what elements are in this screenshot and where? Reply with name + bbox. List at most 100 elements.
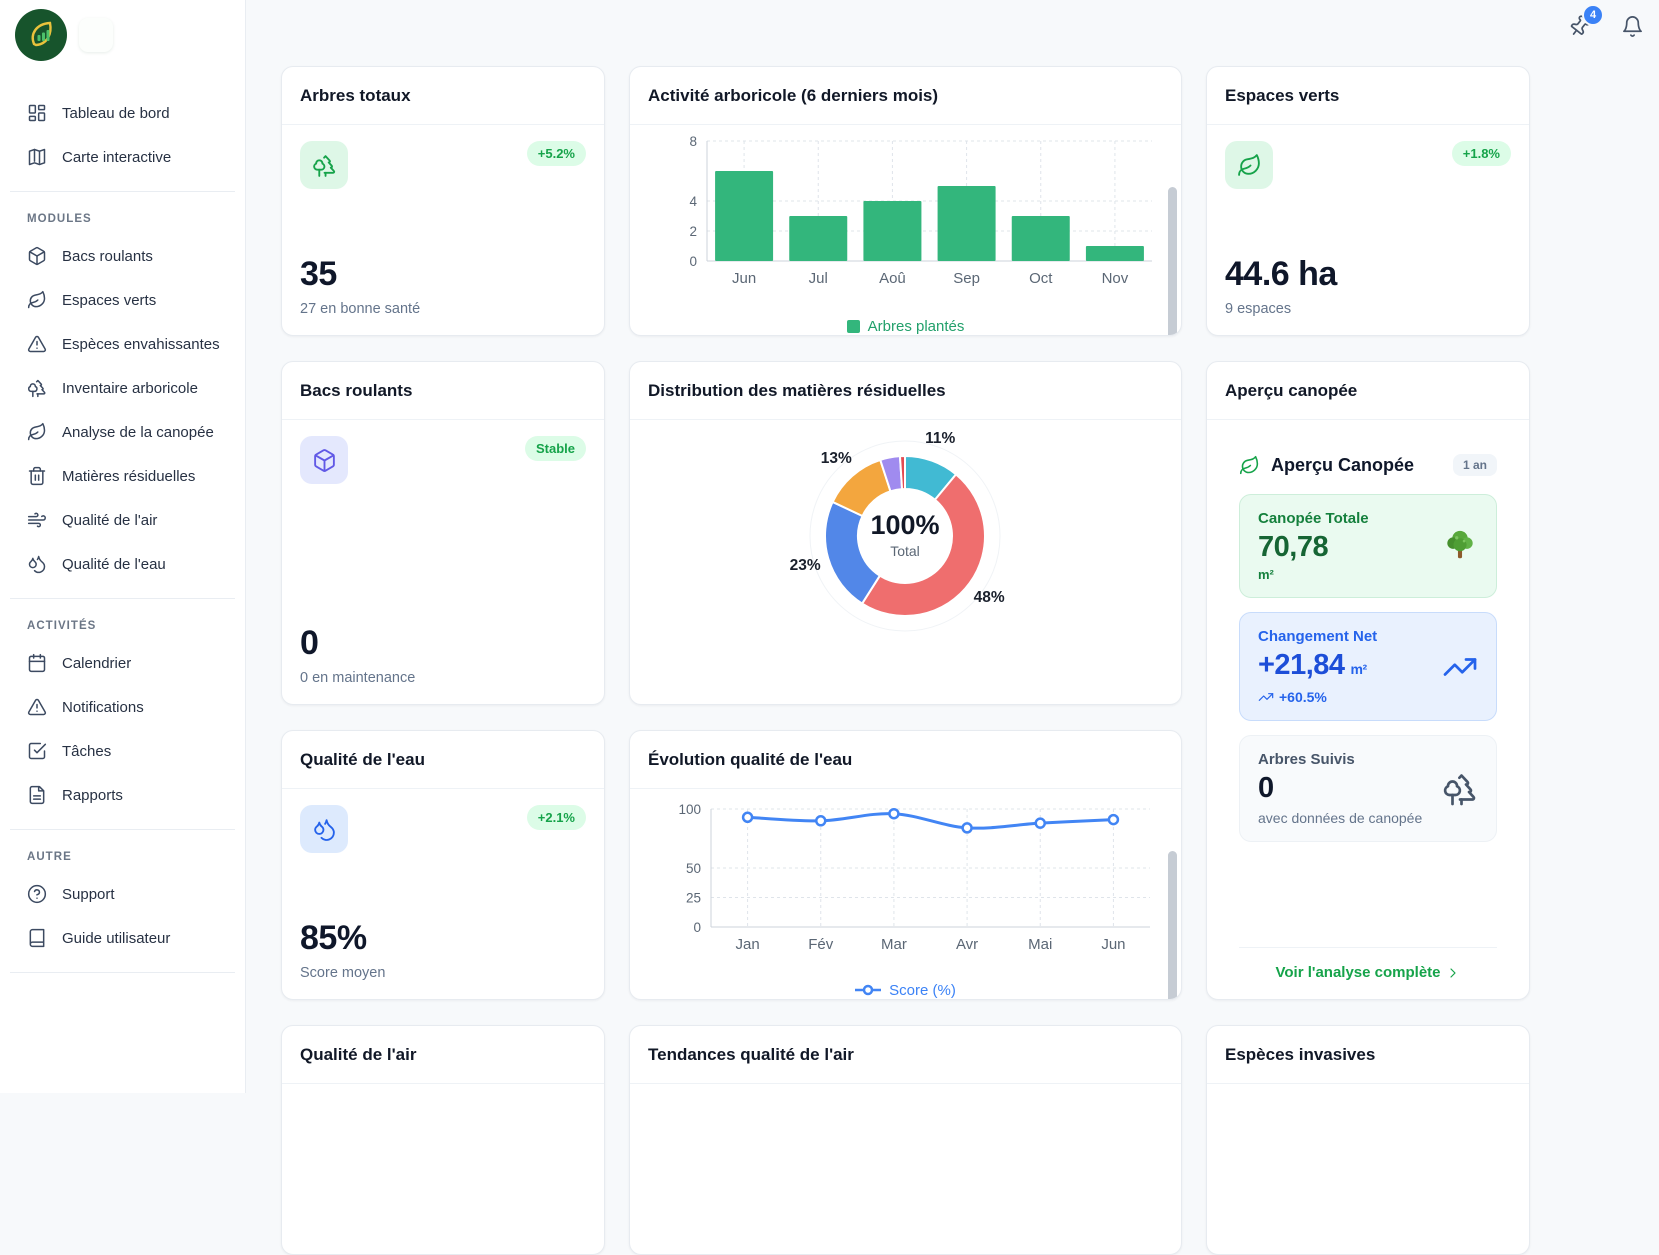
legend-label: Score (%): [889, 981, 956, 999]
alert-triangle-icon: [27, 697, 47, 717]
svg-text:Oct: Oct: [1029, 270, 1053, 287]
droplets-icon: [27, 554, 47, 574]
stat-subtitle: 9 espaces: [1225, 301, 1292, 317]
svg-text:2: 2: [689, 224, 697, 239]
sidebar-item-espaces-verts[interactable]: Espaces verts: [0, 278, 245, 322]
sidebar-item-rapports[interactable]: Rapports: [0, 773, 245, 817]
svg-text:23%: 23%: [790, 557, 821, 574]
sidebar-item-matieres-residuelles[interactable]: Matières résiduelles: [0, 454, 245, 498]
card-scrollbar[interactable]: [1168, 851, 1177, 999]
sidebar-divider: [10, 598, 235, 599]
card-title: Évolution qualité de l'eau: [630, 731, 1181, 789]
svg-text:Nov: Nov: [1102, 270, 1129, 287]
subcard-value: 70,78: [1258, 531, 1329, 563]
sidebar-item-tableau-de-bord[interactable]: Tableau de bord: [0, 91, 245, 135]
sidebar-item-label: Support: [62, 885, 115, 903]
trees-icon: [1442, 771, 1478, 807]
package-icon: [300, 436, 348, 484]
canopy-total-subcard: Canopée Totale 70,78 m²: [1239, 494, 1497, 598]
svg-text:Jun: Jun: [1101, 936, 1125, 953]
legend-swatch: [846, 319, 860, 333]
sidebar-item-notifications[interactable]: Notifications: [0, 685, 245, 729]
svg-text:4: 4: [689, 194, 697, 209]
sidebar-item-carte-interactive[interactable]: Carte interactive: [0, 135, 245, 179]
sidebar-item-inventaire-arboricole[interactable]: Inventaire arboricole: [0, 366, 245, 410]
sidebar-item-qualite-air[interactable]: Qualité de l'air: [0, 498, 245, 542]
leaf-icon: [27, 422, 47, 442]
dashboard-icon: [27, 103, 47, 123]
sidebar-item-label: Calendrier: [62, 654, 132, 672]
card-title: Aperçu canopée: [1207, 362, 1529, 420]
svg-text:11%: 11%: [925, 430, 955, 447]
svg-text:Jun: Jun: [732, 270, 756, 287]
card-title: Qualité de l'eau: [282, 731, 604, 789]
sidebar-item-bacs-roulants[interactable]: Bacs roulants: [0, 234, 245, 278]
line-chart-legend: Score (%): [855, 979, 956, 999]
period-badge[interactable]: 1 an: [1452, 454, 1497, 476]
sidebar-item-analyse-canopee[interactable]: Analyse de la canopée: [0, 410, 245, 454]
sidebar-item-taches[interactable]: Tâches: [0, 729, 245, 773]
card-especes-invasives: Espèces invasives: [1206, 1025, 1530, 1255]
sidebar-item-label: Espaces verts: [62, 291, 157, 309]
topbar: 4: [1563, 4, 1647, 42]
bar-chart-legend: Arbres plantés: [846, 315, 965, 335]
help-circle-icon: [27, 884, 47, 904]
card-title: Distribution des matières résiduelles: [630, 362, 1181, 420]
map-icon: [27, 147, 47, 167]
status-badge: Stable: [524, 436, 586, 461]
sidebar-item-qualite-eau[interactable]: Qualité de l'eau: [0, 542, 245, 586]
card-title: Espaces verts: [1207, 67, 1529, 125]
book-icon: [27, 928, 47, 948]
trend-badge: +2.1%: [526, 805, 586, 830]
trend-badge: +5.2%: [526, 141, 586, 166]
tree-emoji: [1442, 528, 1478, 564]
leaf-icon: [1225, 141, 1273, 189]
sidebar-item-label: Tâches: [62, 742, 112, 760]
svg-text:100%: 100%: [870, 510, 939, 540]
svg-text:0: 0: [693, 920, 701, 935]
check-square-icon: [27, 741, 47, 761]
svg-text:50: 50: [686, 861, 701, 876]
stat-subtitle: 27 en bonne santé: [300, 301, 421, 317]
sidebar-item-label: Guide utilisateur: [62, 929, 171, 947]
sidebar-item-calendrier[interactable]: Calendrier: [0, 641, 245, 685]
stat-subtitle: Score moyen: [300, 965, 386, 981]
card-activite-arboricole: Activité arboricole (6 derniers mois) 0 2…: [629, 66, 1182, 336]
legend-label: Arbres plantés: [867, 317, 965, 335]
brand-leaf-logo-icon: [15, 9, 67, 61]
svg-text:Mai: Mai: [1028, 936, 1052, 953]
card-distribution-matieres: Distribution des matières résiduelles 11…: [629, 361, 1182, 705]
card-title: Activité arboricole (6 derniers mois): [630, 67, 1181, 125]
app-logo[interactable]: [0, 0, 245, 61]
stat-value: 35: [300, 255, 337, 293]
card-scrollbar[interactable]: [1168, 187, 1177, 335]
sidebar: Tableau de bord Carte interactive MODULES…: [0, 0, 246, 1093]
svg-text:Jul: Jul: [809, 270, 828, 287]
bell-button[interactable]: [1618, 12, 1647, 41]
view-full-analysis-link[interactable]: Voir l'analyse complète: [1239, 947, 1497, 981]
svg-text:100: 100: [678, 802, 701, 817]
subcard-label: Changement Net: [1258, 628, 1378, 645]
dashboard-grid: Arbres totaux +5.2% 35 27 en bonne santé…: [281, 66, 1530, 1255]
card-espaces-verts: Espaces verts +1.8% 44.6 ha 9 espaces: [1206, 66, 1530, 336]
sidebar-section-label: MODULES: [27, 213, 92, 225]
svg-text:13%: 13%: [821, 450, 852, 467]
card-title: Arbres totaux: [282, 67, 604, 125]
stat-value: 44.6 ha: [1225, 255, 1337, 293]
subcard-unit: m²: [1350, 661, 1368, 677]
card-title: Bacs roulants: [282, 362, 604, 420]
subcard-label: Arbres Suivis: [1258, 751, 1355, 768]
sidebar-section-nav: MODULES Bacs roulants Espaces verts Espèces…: [0, 191, 245, 973]
stat-subtitle: 0 en maintenance: [300, 670, 416, 686]
pin-button[interactable]: 4: [1563, 4, 1604, 42]
sidebar-section-label: AUTRE: [27, 851, 72, 863]
sidebar-item-especes-envahissantes[interactable]: Espèces envahissantes: [0, 322, 245, 366]
card-title: Qualité de l'air: [282, 1026, 604, 1084]
svg-text:48%: 48%: [974, 589, 1005, 606]
sidebar-item-support[interactable]: Support: [0, 872, 245, 916]
pin-icon: [1563, 10, 1595, 42]
canopy-heading: Aperçu Canopée: [1271, 454, 1415, 475]
card-tendances-air: Tendances qualité de l'air: [629, 1025, 1182, 1255]
svg-text:25: 25: [686, 891, 701, 906]
sidebar-item-guide-utilisateur[interactable]: Guide utilisateur: [0, 916, 245, 960]
